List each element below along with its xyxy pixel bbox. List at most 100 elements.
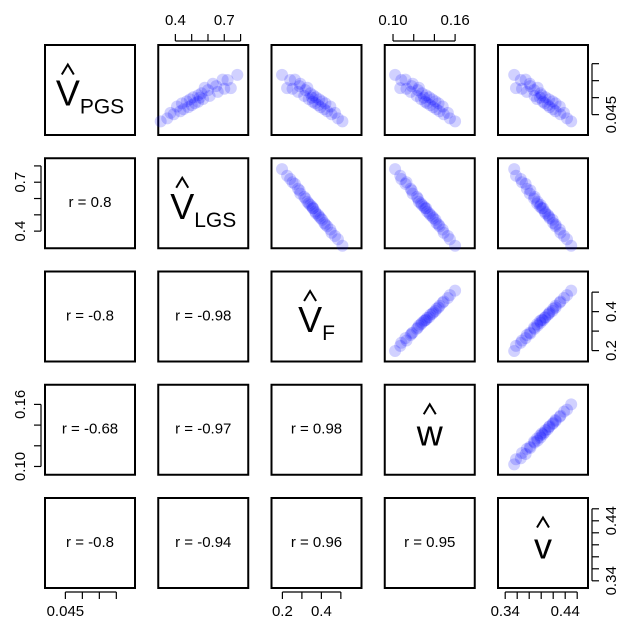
point (528, 89, 541, 102)
point (535, 202, 548, 215)
point (410, 190, 423, 203)
tick-label: 0.16 (12, 390, 29, 419)
point (389, 68, 402, 81)
point (389, 163, 402, 176)
point (415, 87, 428, 100)
point (543, 420, 556, 433)
point (193, 91, 206, 104)
point (164, 106, 177, 119)
point (565, 115, 578, 128)
point (188, 97, 201, 110)
tick-label: 0.7 (214, 12, 235, 29)
point (406, 77, 419, 90)
point (534, 431, 547, 444)
point (520, 182, 533, 195)
panel (270, 270, 363, 363)
point (441, 291, 454, 304)
point (531, 318, 543, 331)
point (561, 233, 573, 246)
point (299, 192, 312, 205)
point (541, 423, 554, 436)
point (539, 91, 552, 104)
point (395, 172, 408, 185)
point (539, 311, 552, 324)
point (528, 192, 540, 205)
point (546, 418, 559, 431)
point (316, 95, 329, 108)
panel (270, 44, 363, 136)
variable-subscript: PGS (80, 96, 124, 119)
hat (175, 175, 190, 189)
point (510, 169, 522, 182)
point (421, 311, 434, 324)
tick-label: 0.4 (12, 221, 29, 242)
point (561, 289, 573, 302)
panel (497, 383, 589, 476)
point (203, 89, 216, 102)
point (426, 210, 439, 223)
point (415, 316, 428, 329)
point (415, 199, 428, 212)
point (561, 403, 573, 416)
point (318, 216, 331, 229)
tick-label: 0.34 (491, 603, 520, 620)
point (306, 202, 319, 215)
point (406, 187, 419, 200)
panel (383, 157, 476, 250)
panel (383, 383, 476, 476)
point (324, 223, 337, 236)
point (399, 177, 412, 190)
point (419, 314, 432, 327)
point (433, 220, 446, 233)
correlation-label: r = -0.8 (66, 307, 114, 324)
correlation-label: r = -0.68 (62, 421, 118, 438)
point (180, 95, 193, 108)
point (399, 332, 412, 345)
point (514, 172, 527, 185)
point (549, 97, 562, 110)
point (420, 202, 433, 215)
point (433, 299, 446, 312)
point (336, 239, 349, 252)
point (543, 306, 556, 319)
point (301, 81, 314, 94)
point (541, 99, 554, 112)
point (531, 432, 543, 445)
point (565, 284, 578, 297)
point (549, 299, 562, 312)
point (543, 212, 556, 225)
point (221, 73, 234, 86)
variable-subscript: LGS (194, 209, 236, 232)
point (174, 105, 187, 118)
tick-label: 0.045 (47, 603, 85, 620)
point (319, 218, 332, 231)
point (441, 106, 454, 119)
point (324, 100, 337, 113)
point (309, 205, 322, 218)
point (423, 311, 436, 324)
point (432, 97, 445, 110)
point (394, 82, 407, 95)
point (182, 101, 195, 114)
point (412, 195, 425, 208)
point (546, 304, 559, 317)
point (291, 85, 304, 98)
point (175, 97, 188, 110)
point (314, 101, 327, 114)
point (161, 112, 174, 125)
point (424, 308, 437, 321)
point (546, 213, 559, 226)
point (418, 314, 431, 327)
point (421, 205, 434, 218)
point (418, 91, 431, 104)
point (192, 95, 205, 108)
point (531, 195, 544, 208)
point (307, 89, 320, 102)
variable-symbol: V (298, 299, 322, 340)
point (195, 87, 208, 100)
point (436, 296, 449, 309)
point (524, 80, 537, 93)
point (535, 313, 548, 326)
point (321, 105, 334, 118)
point (534, 199, 547, 212)
